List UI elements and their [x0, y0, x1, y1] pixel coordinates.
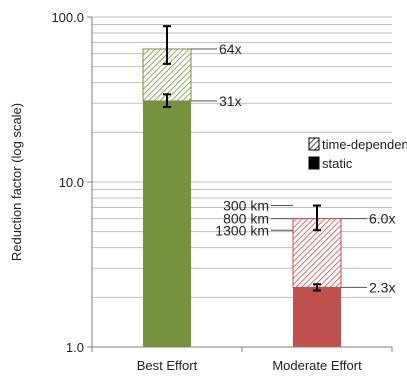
- distance-annotation: 300 km: [223, 198, 269, 214]
- legend-swatch: [308, 156, 320, 170]
- data-label: 6.0x: [369, 211, 395, 227]
- legend-label: static: [322, 156, 353, 171]
- labels: 31x 64x Best Effort 2.3x 6.0x Moderate Effort…: [137, 41, 396, 373]
- y-tick-label: 10.0: [59, 175, 84, 190]
- axes: 1.0 10.0 100.0 Reduction factor (log scale): [9, 10, 393, 355]
- legend-label: time-dependent: [322, 137, 407, 152]
- x-tick-label: Best Effort: [137, 358, 198, 373]
- y-axis-title: Reduction factor (log scale): [9, 103, 24, 261]
- data-label: 31x: [219, 93, 242, 109]
- legend-swatch: [308, 137, 320, 151]
- distance-annotation: 800 km: [223, 211, 269, 227]
- y-tick-label: 100.0: [51, 10, 84, 25]
- legend: time-dependent static: [308, 137, 407, 171]
- bars: [142, 25, 342, 347]
- x-tick-label: Moderate Effort: [272, 358, 362, 373]
- y-tick-label: 1.0: [66, 340, 84, 355]
- grid-lines: [92, 16, 392, 298]
- bar-static: [143, 100, 191, 347]
- bar-static: [293, 287, 341, 347]
- data-label: 2.3x: [369, 279, 395, 295]
- data-label: 64x: [219, 41, 242, 57]
- distance-annotation: 1300 km: [215, 222, 269, 238]
